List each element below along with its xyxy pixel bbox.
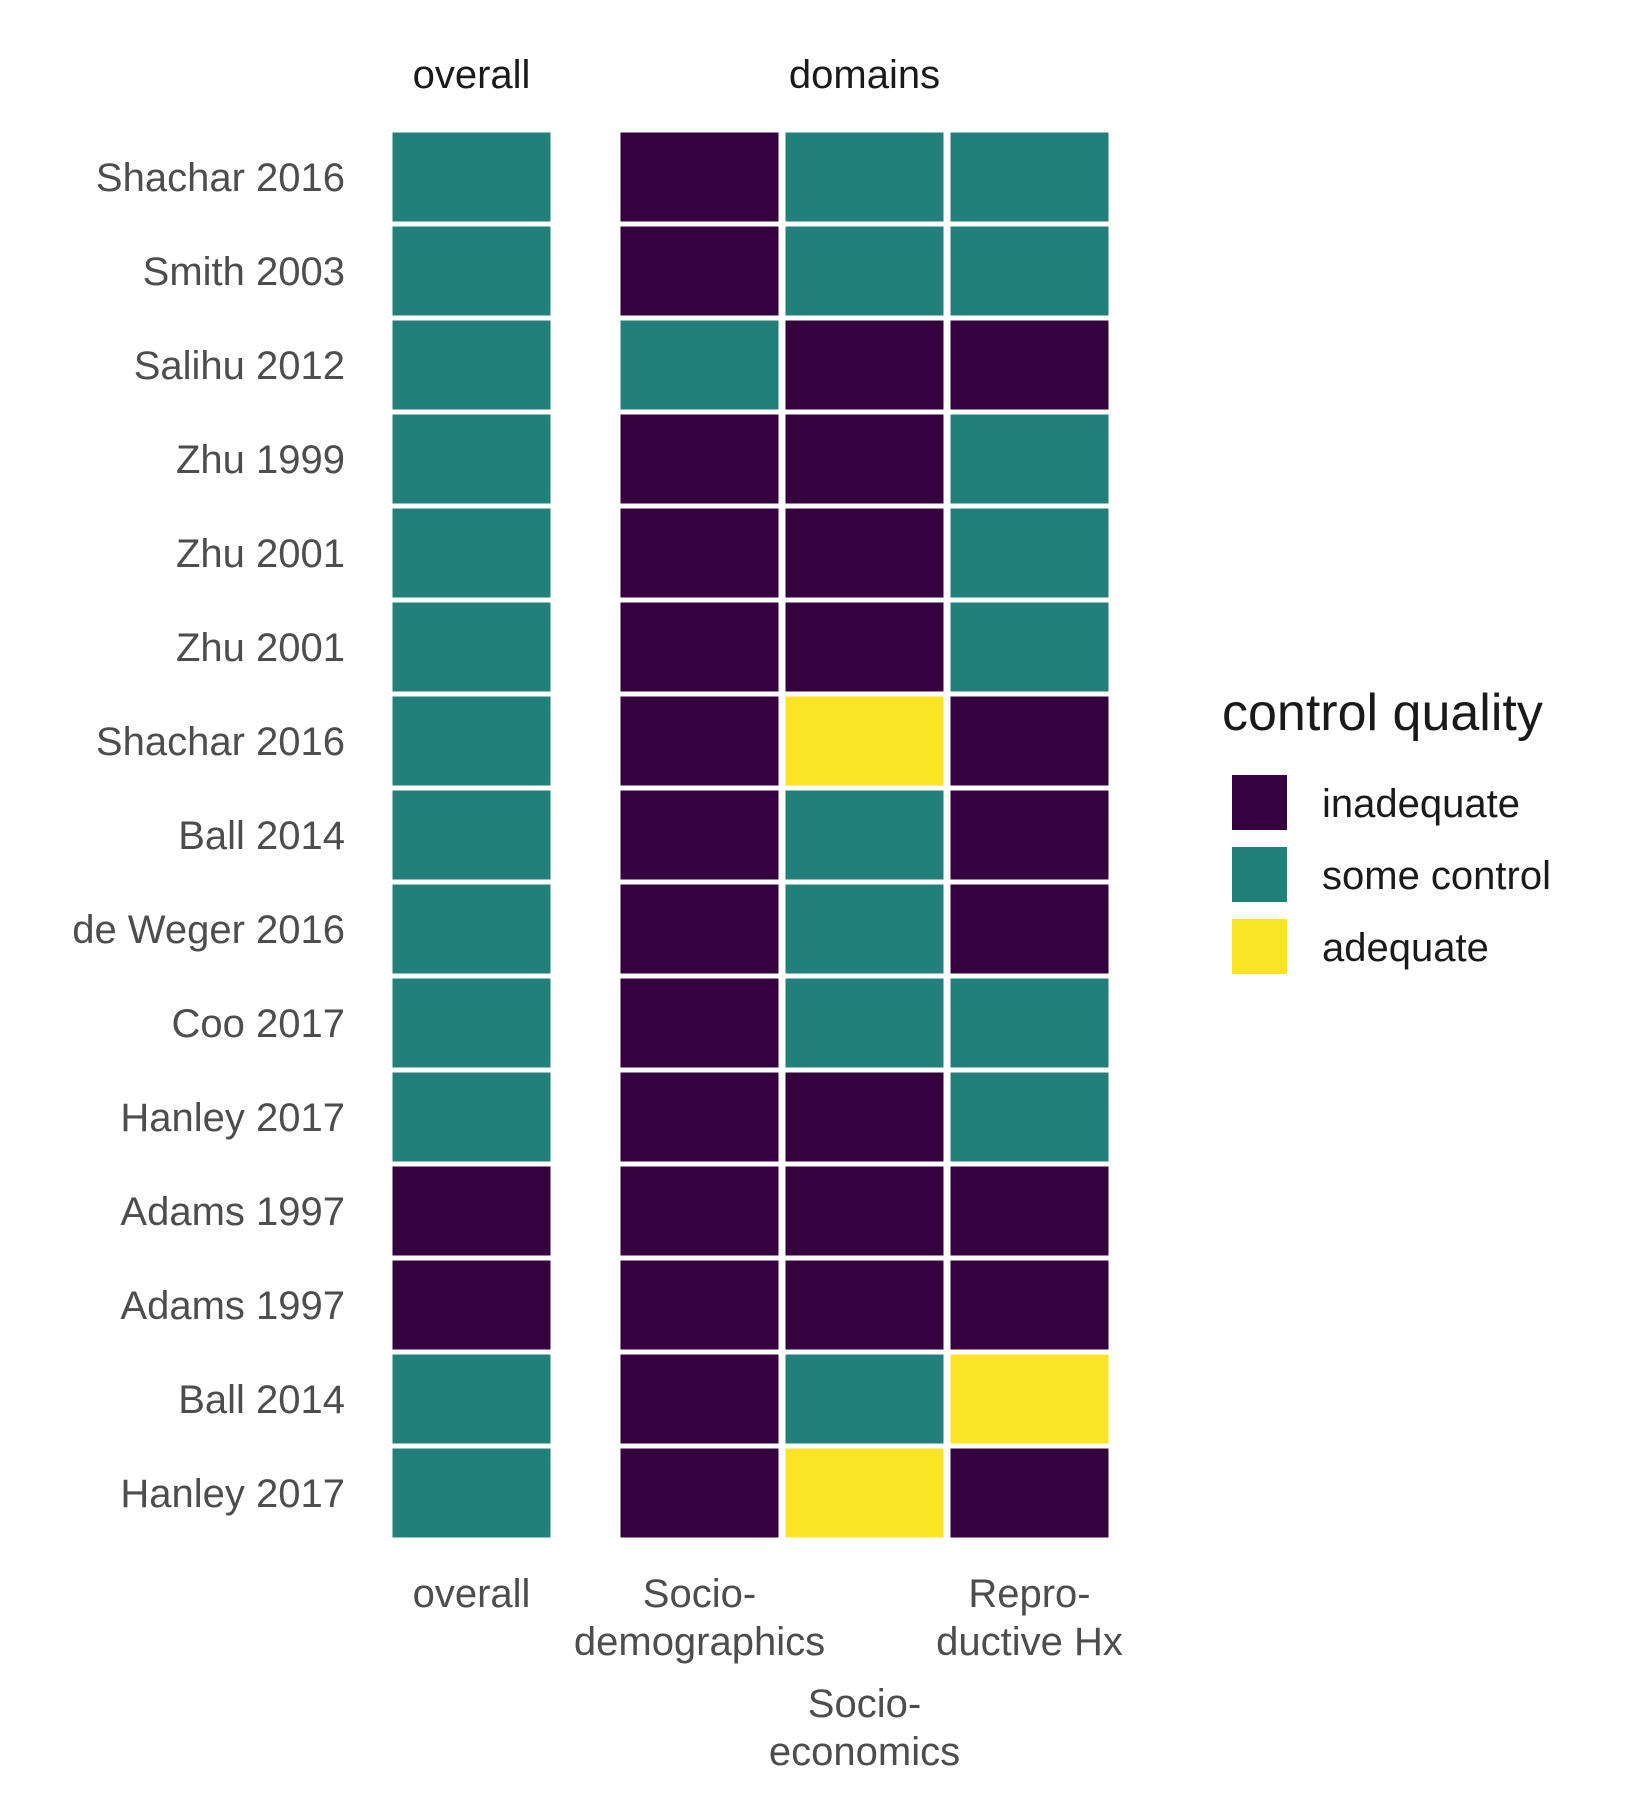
heatmap-cell	[945, 127, 1114, 227]
heatmap-cell	[387, 409, 556, 509]
row-label: Ball 2014	[178, 814, 345, 858]
heatmap-cell	[615, 221, 784, 321]
heatmap-cell	[615, 691, 784, 791]
heatmap-cell	[945, 1067, 1114, 1167]
heatmap-cell	[780, 127, 949, 227]
row-label: Salihu 2012	[134, 344, 345, 388]
legend-title: control quality	[1222, 684, 1543, 742]
heatmap-cell	[945, 1161, 1114, 1261]
heatmap-cell	[780, 1161, 949, 1261]
legend-key	[1232, 847, 1287, 902]
row-label: Hanley 2017	[120, 1472, 345, 1516]
legend-key	[1232, 919, 1287, 974]
heatmap-cell	[615, 1067, 784, 1167]
heatmap-cell	[780, 1067, 949, 1167]
heatmap-cell	[387, 879, 556, 979]
column-label: Socio-	[808, 1682, 921, 1726]
heatmap-cell	[945, 1443, 1114, 1543]
heatmap-cell	[780, 1443, 949, 1543]
heatmap-cell	[780, 409, 949, 509]
heatmap-cell	[945, 503, 1114, 603]
heatmap-cell	[615, 1349, 784, 1449]
row-label: Zhu 2001	[176, 626, 345, 670]
heatmap-cell	[387, 973, 556, 1073]
column-label: overall	[413, 1572, 531, 1616]
legend-label: some control	[1322, 854, 1551, 898]
heatmap-cell	[387, 785, 556, 885]
row-label: Shachar 2016	[96, 156, 345, 200]
heatmap-cell	[615, 503, 784, 603]
facet-title-overall: overall	[413, 53, 531, 97]
row-label: Smith 2003	[143, 250, 345, 294]
heatmap-cell	[387, 1161, 556, 1261]
heatmap-cell	[387, 221, 556, 321]
heatmap-cell	[615, 785, 784, 885]
heatmap-cell	[615, 973, 784, 1073]
heatmap-cell	[615, 1443, 784, 1543]
heatmap-cell	[945, 315, 1114, 415]
heatmap-cell	[945, 691, 1114, 791]
heatmap-cell	[945, 785, 1114, 885]
heatmap-cell	[387, 597, 556, 697]
row-label: Hanley 2017	[120, 1096, 345, 1140]
heatmap-cell	[387, 127, 556, 227]
heatmap-cell	[780, 1255, 949, 1355]
column-label: demographics	[574, 1620, 825, 1664]
heatmap-cell	[387, 1255, 556, 1355]
heatmap-cell	[945, 409, 1114, 509]
row-label: Shachar 2016	[96, 720, 345, 764]
row-label: de Weger 2016	[72, 908, 345, 952]
heatmap-cell	[615, 597, 784, 697]
legend-label: inadequate	[1322, 782, 1520, 826]
row-label: Adams 1997	[120, 1190, 345, 1234]
heatmap-cell	[945, 879, 1114, 979]
heatmap-cell	[945, 973, 1114, 1073]
legend-label: adequate	[1322, 926, 1489, 970]
heatmap-cell	[780, 503, 949, 603]
heatmap-cell	[780, 315, 949, 415]
heatmap-cell	[945, 597, 1114, 697]
heatmap-cell	[780, 1349, 949, 1449]
facet-title-domains: domains	[789, 53, 940, 97]
row-label: Zhu 1999	[176, 438, 345, 482]
heatmap-cell	[615, 315, 784, 415]
heatmap-cell	[945, 221, 1114, 321]
heatmap-cell	[780, 973, 949, 1073]
heatmap-cell	[615, 879, 784, 979]
heatmap-cell	[387, 691, 556, 791]
row-label: Adams 1997	[120, 1284, 345, 1328]
heatmap-cell	[780, 691, 949, 791]
heatmap-cell	[387, 1067, 556, 1167]
heatmap-cell	[780, 879, 949, 979]
heatmap-cell	[615, 1161, 784, 1261]
column-label: Repro-	[968, 1572, 1090, 1616]
heatmap-cell	[615, 1255, 784, 1355]
heatmap-cell	[387, 503, 556, 603]
row-label: Zhu 2001	[176, 532, 345, 576]
row-label: Ball 2014	[178, 1378, 345, 1422]
column-label: economics	[769, 1730, 960, 1774]
heatmap-cell	[945, 1349, 1114, 1449]
heatmap-cell	[780, 597, 949, 697]
heatmap-cell	[615, 127, 784, 227]
column-label: Socio-	[643, 1572, 756, 1616]
heatmap-cell	[387, 1349, 556, 1449]
row-label: Coo 2017	[172, 1002, 345, 1046]
heatmap-cell	[780, 785, 949, 885]
heatmap-cell	[387, 315, 556, 415]
heatmap-cell	[945, 1255, 1114, 1355]
legend-key	[1232, 775, 1287, 830]
heatmap-cell	[615, 409, 784, 509]
heatmap-cell	[780, 221, 949, 321]
heatmap-cell	[387, 1443, 556, 1543]
column-label: ductive Hx	[936, 1620, 1123, 1664]
